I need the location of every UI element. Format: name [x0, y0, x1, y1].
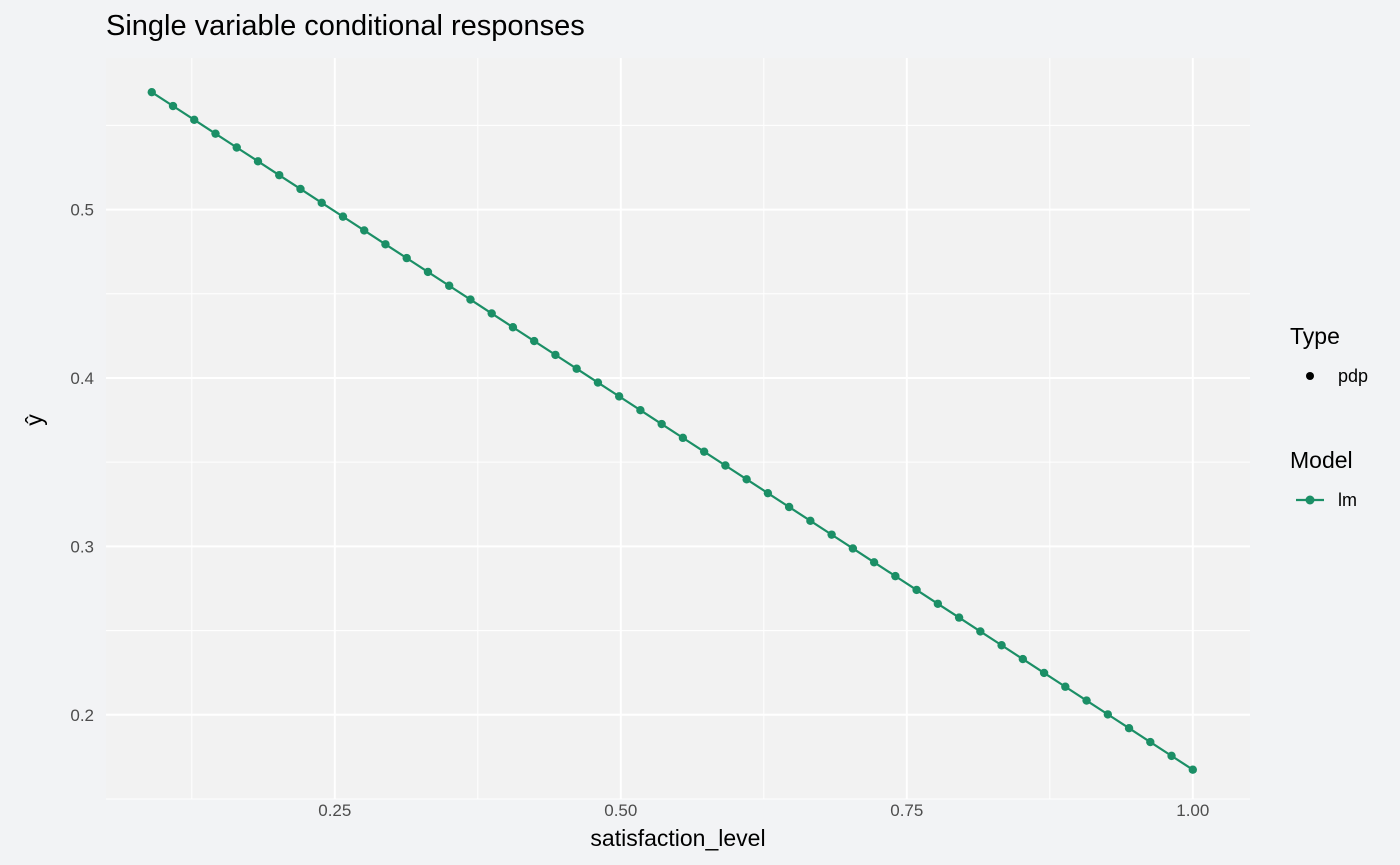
data-point	[891, 571, 900, 581]
series-line-lm	[151, 91, 1194, 771]
data-point	[147, 87, 156, 97]
legend-type-label: pdp	[1338, 366, 1368, 386]
x-tick-label: 1.00	[1176, 801, 1209, 820]
x-tick-label: 0.25	[318, 801, 351, 820]
x-tick-label: 0.50	[604, 801, 637, 820]
plot-panel	[106, 58, 1250, 799]
data-point	[742, 475, 751, 484]
data-point	[508, 323, 518, 332]
data-point	[253, 157, 263, 166]
data-point	[487, 309, 496, 318]
data-point	[1018, 654, 1028, 664]
data-point	[275, 170, 284, 180]
data-point	[232, 143, 241, 152]
data-point	[551, 350, 560, 360]
data-point	[636, 406, 645, 415]
data-point	[593, 378, 603, 387]
x-tick-label: 0.75	[890, 801, 923, 820]
chart-title: Single variable conditional responses	[106, 10, 585, 42]
data-point	[933, 599, 943, 608]
data-point	[423, 267, 433, 277]
data-point	[1103, 710, 1113, 719]
data-point	[296, 184, 305, 194]
data-point	[466, 295, 475, 304]
data-point	[721, 461, 730, 470]
data-point	[912, 585, 921, 595]
series-points-lm	[147, 87, 1198, 774]
data-point	[211, 129, 220, 138]
major-gridlines	[106, 58, 1250, 799]
y-tick-label: 0.4	[70, 369, 94, 388]
data-point	[806, 516, 815, 526]
data-point	[954, 613, 964, 622]
data-point	[827, 530, 836, 539]
data-point	[1124, 724, 1134, 733]
data-point	[1146, 737, 1155, 747]
data-point	[317, 198, 326, 208]
legend-model-label: lm	[1338, 490, 1357, 510]
data-point	[445, 281, 454, 290]
y-tick-label: 0.2	[70, 706, 94, 725]
x-axis-label: satisfaction_level	[590, 825, 765, 851]
data-point	[976, 627, 985, 636]
legend: Type pdp Model lm	[1290, 323, 1368, 510]
data-point	[190, 115, 199, 125]
data-point	[402, 253, 411, 263]
data-point	[614, 392, 624, 401]
legend-model-title: Model	[1290, 447, 1353, 473]
data-point	[699, 447, 709, 456]
data-point	[529, 336, 539, 346]
data-point	[997, 641, 1006, 650]
data-point	[869, 558, 879, 567]
data-point	[848, 544, 858, 553]
data-point	[381, 240, 390, 249]
y-tick-label: 0.3	[70, 537, 94, 556]
y-axis-ticks: 0.2 0.3 0.4 0.5	[70, 201, 94, 725]
data-point	[657, 419, 666, 429]
y-axis-label: ŷ	[21, 414, 47, 426]
data-point	[1082, 696, 1091, 705]
data-point	[784, 502, 794, 512]
y-tick-label: 0.5	[70, 201, 94, 220]
data-point	[360, 226, 369, 235]
data-point	[1188, 765, 1198, 774]
legend-model-key-dot	[1305, 495, 1315, 505]
minor-gridlines	[106, 58, 1250, 800]
data-point	[168, 101, 178, 111]
data-point	[1061, 682, 1070, 691]
data-point	[1039, 668, 1049, 678]
x-axis-ticks: 0.25 0.50 0.75 1.00	[318, 801, 1209, 820]
legend-type-title: Type	[1290, 323, 1340, 349]
data-point	[1167, 751, 1176, 761]
data-point	[763, 488, 773, 498]
data-point	[678, 433, 688, 443]
data-point	[572, 364, 581, 373]
legend-type-key	[1306, 372, 1314, 380]
data-point	[338, 212, 348, 221]
